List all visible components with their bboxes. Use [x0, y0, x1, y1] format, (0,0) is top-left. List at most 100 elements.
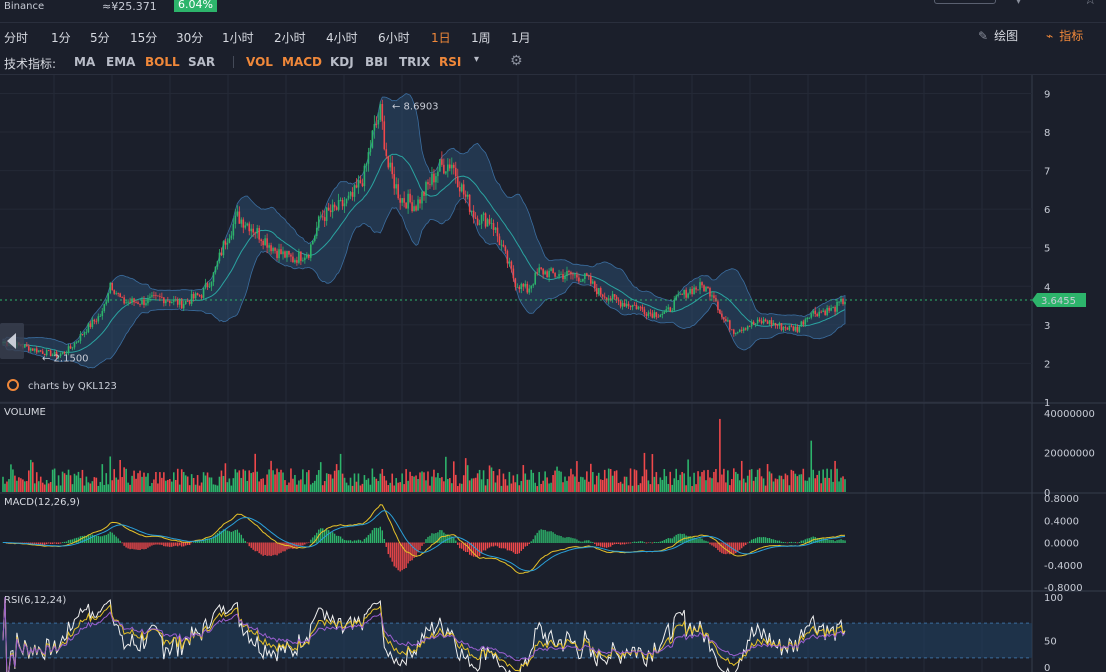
- macd-histogram-bar: [786, 542, 789, 544]
- chart-line-icon: ⌁: [1046, 28, 1054, 43]
- candle-body: [578, 277, 580, 282]
- macd-histogram-bar: [230, 531, 233, 543]
- candle-body: [59, 354, 62, 357]
- draw-button[interactable]: ✎ 绘图: [978, 27, 1018, 44]
- candle-body: [677, 294, 679, 296]
- volume-bar: [71, 484, 74, 492]
- volume-bar: [820, 483, 822, 492]
- candle-body: [300, 251, 302, 261]
- indicator-bbi[interactable]: BBI: [365, 55, 388, 69]
- indicator-rsi[interactable]: RSI: [439, 55, 462, 69]
- chevron-down-icon[interactable]: ▾: [474, 54, 480, 65]
- macd-histogram-bar: [188, 542, 191, 545]
- macd-histogram-bar: [631, 542, 634, 543]
- candle-body: [351, 192, 354, 197]
- volume-bar: [615, 470, 618, 492]
- indicator-button[interactable]: ⌁ 指标: [1046, 27, 1083, 44]
- candle-body: [99, 316, 102, 317]
- indicator-ema[interactable]: EMA: [106, 55, 136, 69]
- indicator-ma[interactable]: MA: [74, 55, 96, 69]
- indicator-kdj[interactable]: KDJ: [330, 55, 354, 69]
- macd-histogram-bar: [329, 531, 332, 543]
- candle-body: [705, 286, 707, 292]
- top-right-button[interactable]: [934, 0, 996, 4]
- volume-bar: [180, 469, 183, 492]
- volume-bar: [526, 479, 529, 492]
- period-6小时[interactable]: 6小时: [378, 31, 410, 45]
- period-分时[interactable]: 分时: [4, 31, 29, 45]
- candle-body: [742, 328, 745, 331]
- indicator-boll[interactable]: BOLL: [145, 55, 180, 69]
- volume-bar: [544, 471, 546, 492]
- volume-bar: [250, 473, 253, 492]
- macd-histogram-bar: [651, 542, 654, 544]
- macd-histogram-bar: [540, 529, 542, 543]
- volume-bar: [584, 479, 586, 492]
- period-5分[interactable]: 5分: [90, 31, 110, 45]
- macd-histogram-bar: [224, 529, 227, 543]
- macd-histogram-bar: [611, 542, 614, 546]
- macd-histogram-bar: [504, 542, 507, 549]
- macd-histogram-bar: [304, 542, 306, 545]
- macd-histogram-bar: [748, 541, 751, 543]
- indicator-trix[interactable]: TRIX: [399, 55, 431, 69]
- period-1周[interactable]: 1周: [471, 31, 491, 45]
- volume-bar: [133, 470, 135, 492]
- macd-histogram-bar: [711, 542, 713, 546]
- star-icon[interactable]: ☆: [1084, 0, 1097, 8]
- period-30分[interactable]: 30分: [176, 31, 204, 45]
- volume-bar: [417, 478, 419, 492]
- volume-bar: [415, 475, 417, 492]
- period-1月[interactable]: 1月: [511, 31, 531, 45]
- period-1小时[interactable]: 1小时: [222, 31, 254, 45]
- candle-body: [260, 239, 262, 241]
- volume-bar: [838, 481, 840, 492]
- candle-body: [544, 271, 546, 275]
- volume-bar: [258, 481, 260, 492]
- macd-histogram-bar: [383, 539, 385, 543]
- candle-body: [216, 261, 219, 267]
- volume-bar: [49, 482, 52, 492]
- macd-histogram-bar: [184, 542, 187, 546]
- indicator-vol[interactable]: VOL: [246, 55, 273, 69]
- candle-body: [264, 238, 266, 246]
- candle-body: [325, 207, 328, 221]
- macd-histogram-bar: [65, 541, 68, 543]
- volume-tick-label: 40000000: [1044, 409, 1095, 420]
- macd-histogram-bar: [349, 540, 352, 543]
- menu-icon[interactable]: ▾: [1016, 0, 1022, 7]
- candle-body: [192, 293, 195, 299]
- volume-bar: [582, 477, 584, 492]
- period-15分[interactable]: 15分: [130, 31, 158, 45]
- candle-body: [367, 152, 370, 164]
- volume-bar: [135, 478, 137, 492]
- volume-bar: [294, 474, 296, 492]
- volume-bar: [170, 481, 173, 492]
- macd-histogram-bar: [725, 542, 727, 555]
- candle-body: [723, 317, 725, 320]
- period-1分[interactable]: 1分: [51, 31, 71, 45]
- volume-bar: [725, 482, 727, 492]
- volume-bar: [14, 475, 16, 492]
- macd-histogram-bar: [274, 542, 276, 555]
- candle-body: [387, 155, 390, 168]
- volume-bar: [254, 453, 256, 492]
- candle-body: [431, 173, 433, 185]
- gear-icon[interactable]: ⚙: [510, 53, 523, 69]
- indicator-sar[interactable]: SAR: [188, 55, 216, 69]
- macd-histogram-bar: [639, 541, 642, 543]
- candle-body: [30, 348, 32, 351]
- macd-histogram-bar: [516, 542, 519, 554]
- period-2小时[interactable]: 2小时: [274, 31, 306, 45]
- volume-bar: [276, 468, 278, 492]
- volume-bar: [443, 481, 445, 492]
- period-1日[interactable]: 1日: [431, 31, 451, 45]
- period-4小时[interactable]: 4小时: [326, 31, 358, 45]
- chart-area[interactable]: 1 2 3 4 5 6 7 8 9 3.6455 ← 8.6903 ← 2.1500 charts by…: [0, 75, 1106, 672]
- macd-histogram-bar: [484, 542, 487, 551]
- volume-bar: [288, 482, 290, 492]
- indicator-macd[interactable]: MACD: [282, 55, 322, 69]
- volume-bar: [339, 453, 342, 492]
- macd-histogram-bar: [637, 541, 640, 543]
- volume-bar: [319, 462, 322, 492]
